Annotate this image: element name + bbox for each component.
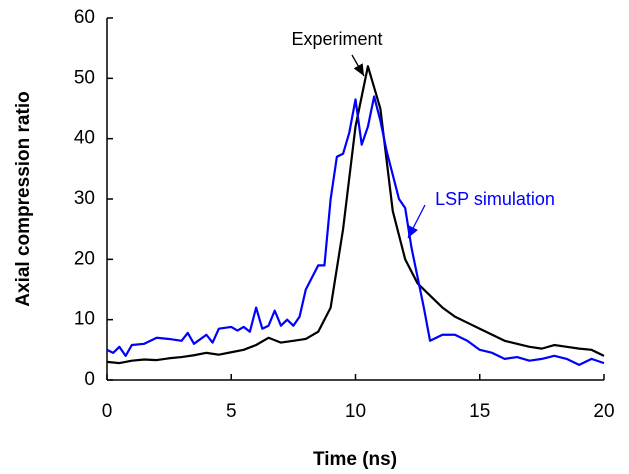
series-line	[106, 65, 605, 365]
series-line	[106, 95, 605, 367]
series-label: LSP simulation	[435, 189, 555, 209]
x-tick-label: 10	[345, 401, 366, 422]
x-tick-label: 0	[102, 401, 113, 422]
y-axis-label: Axial compression ratio	[13, 91, 34, 306]
y-tick-label: 30	[74, 188, 95, 209]
y-tick-label: 40	[74, 128, 95, 149]
y-tick-label: 0	[84, 369, 95, 390]
y-tick-label: 50	[74, 67, 95, 88]
y-tick-label: 20	[74, 248, 95, 269]
callout-arrow	[351, 54, 365, 77]
x-tick-label: 5	[226, 401, 237, 422]
y-tick-label: 10	[74, 309, 95, 330]
x-axis-label: Time (ns)	[313, 449, 397, 470]
y-tick-label: 60	[74, 7, 95, 28]
callout-arrow	[407, 204, 426, 239]
x-tick-label: 20	[593, 401, 614, 422]
x-tick-label: 15	[469, 401, 490, 422]
series-label: Experiment	[291, 29, 382, 49]
